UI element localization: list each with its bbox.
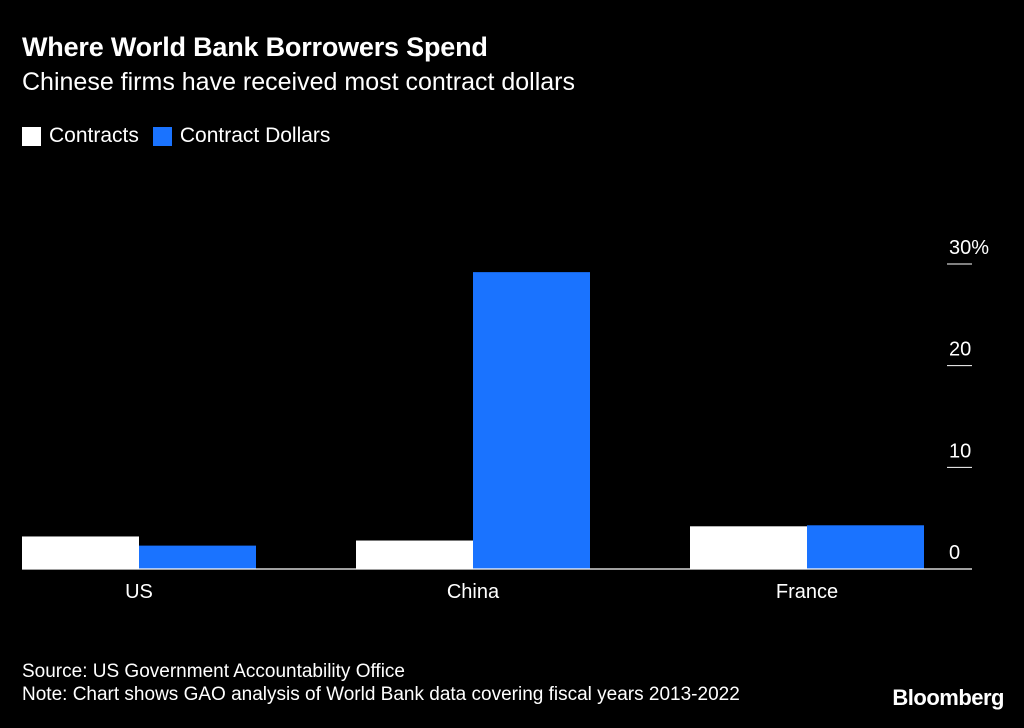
y-tick-label-30: 30% xyxy=(949,237,989,259)
legend-swatch-contract-dollars xyxy=(152,126,172,146)
source-note: Source: US Government Accountability Off… xyxy=(22,661,405,682)
legend: Contracts Contract Dollars xyxy=(22,124,344,148)
legend-label-contract-dollars: Contract Dollars xyxy=(179,124,331,147)
bar-china-contracts xyxy=(356,540,473,569)
bar-france-contracts xyxy=(690,526,807,569)
chart-note: Note: Chart shows GAO analysis of World … xyxy=(22,684,740,705)
bar-us-contracts xyxy=(22,536,139,569)
legend-swatch-contracts xyxy=(22,126,41,146)
x-tick-label-china: China xyxy=(447,581,500,603)
y-tick-label-20: 20 xyxy=(949,339,971,361)
y-tick-label-0: 0 xyxy=(949,542,960,564)
legend-item-contract-dollars: Contract Dollars xyxy=(152,124,331,148)
legend-label-contracts: Contracts xyxy=(49,124,139,147)
bar-us-contract-dollars xyxy=(139,545,256,569)
legend-item-contracts: Contracts xyxy=(22,124,139,148)
x-tick-label-france: France xyxy=(776,581,838,603)
x-tick-label-us: US xyxy=(125,581,153,603)
y-tick-label-10: 10 xyxy=(949,440,971,462)
chart-subtitle: Chinese firms have received most contrac… xyxy=(22,68,576,96)
footer: Source: US Government Accountability Off… xyxy=(22,660,740,706)
chart-title: Where World Bank Borrowers Spend xyxy=(22,32,488,62)
bloomberg-logo: Bloomberg xyxy=(892,685,1004,710)
bar-france-contract-dollars xyxy=(807,525,924,569)
bar-china-contract-dollars xyxy=(473,272,590,569)
